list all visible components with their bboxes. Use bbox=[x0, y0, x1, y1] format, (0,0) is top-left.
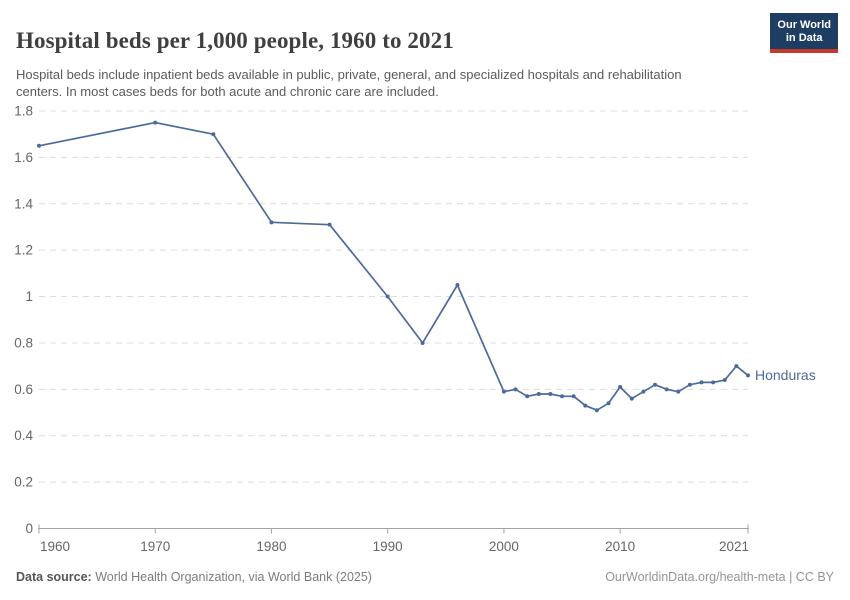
x-axis-tick-label: 1990 bbox=[373, 539, 403, 554]
x-axis-tick-label: 2000 bbox=[489, 539, 519, 554]
data-point[interactable] bbox=[699, 380, 704, 385]
data-point[interactable] bbox=[501, 389, 506, 394]
data-point[interactable] bbox=[211, 132, 216, 137]
data-point[interactable] bbox=[711, 380, 716, 385]
x-axis-tick-label: 2010 bbox=[605, 539, 635, 554]
attribution-link[interactable]: OurWorldinData.org/health-meta | CC BY bbox=[605, 570, 834, 584]
data-point[interactable] bbox=[571, 394, 576, 399]
y-axis-tick-label: 1.4 bbox=[14, 196, 33, 211]
data-line-honduras[interactable] bbox=[38, 121, 749, 412]
y-axis-tick-label: 0.4 bbox=[14, 428, 33, 443]
x-axis-tick-label: 1980 bbox=[256, 539, 286, 554]
data-point[interactable] bbox=[455, 282, 460, 287]
data-point[interactable] bbox=[37, 143, 41, 148]
data-point[interactable] bbox=[327, 222, 332, 227]
owid-logo-line2: in Data bbox=[785, 31, 823, 44]
data-point[interactable] bbox=[513, 387, 518, 392]
y-axis-tick-label: 1.6 bbox=[14, 150, 33, 165]
data-point[interactable] bbox=[269, 220, 274, 225]
y-axis-tick-label: 1.2 bbox=[14, 243, 33, 258]
data-point[interactable] bbox=[560, 394, 565, 399]
data-point[interactable] bbox=[641, 389, 646, 394]
data-point[interactable] bbox=[385, 294, 390, 299]
x-axis-tick-label: 1970 bbox=[140, 539, 170, 554]
data-point[interactable] bbox=[153, 120, 158, 125]
y-axis-tick-label: 0.8 bbox=[14, 335, 33, 350]
data-point[interactable] bbox=[548, 391, 553, 396]
data-point[interactable] bbox=[536, 391, 541, 396]
data-point[interactable] bbox=[687, 382, 692, 387]
y-axis-tick-label: 0.6 bbox=[14, 382, 33, 397]
data-point[interactable] bbox=[606, 401, 611, 406]
y-axis-tick-label: 1.8 bbox=[14, 104, 33, 119]
data-source-note: Data source: World Health Organization, … bbox=[16, 570, 372, 584]
chart-subtitle: Hospital beds include inpatient beds ava… bbox=[16, 67, 682, 99]
data-point[interactable] bbox=[653, 382, 658, 387]
data-point[interactable] bbox=[583, 403, 588, 408]
data-point[interactable] bbox=[618, 385, 623, 390]
data-point[interactable] bbox=[734, 364, 739, 369]
x-axis-tick-label: 2021 bbox=[719, 539, 749, 554]
data-point[interactable] bbox=[722, 378, 727, 383]
data-source-text: World Health Organization, via World Ban… bbox=[91, 570, 372, 584]
page-title: Hospital beds per 1,000 people, 1960 to … bbox=[16, 28, 454, 54]
owid-logo-line1: Our World bbox=[777, 19, 831, 31]
data-point[interactable] bbox=[420, 340, 425, 345]
data-point[interactable] bbox=[525, 394, 530, 399]
series-label-honduras[interactable]: Honduras bbox=[755, 367, 816, 383]
data-point[interactable] bbox=[676, 389, 681, 394]
x-axis-tick-label: 1960 bbox=[40, 539, 70, 554]
data-point[interactable] bbox=[594, 408, 599, 413]
data-point[interactable] bbox=[664, 387, 669, 392]
data-point[interactable] bbox=[629, 396, 634, 401]
y-axis-tick-label: 1 bbox=[25, 289, 33, 304]
owid-logo[interactable]: Our World in Data bbox=[770, 13, 838, 53]
data-point[interactable] bbox=[746, 373, 750, 378]
y-axis-tick-label: 0.2 bbox=[14, 475, 33, 490]
data-source-label: Data source: bbox=[16, 570, 92, 584]
y-axis-tick-label: 0 bbox=[25, 521, 33, 536]
